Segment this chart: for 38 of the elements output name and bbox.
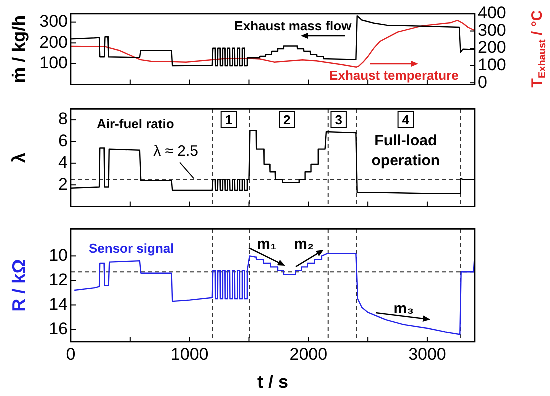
y-tick-label: 16 (49, 319, 68, 338)
x-tick-label: 3000 (408, 344, 446, 364)
x-tick-label: 1000 (170, 344, 209, 364)
y2-tick-label: 200 (478, 38, 506, 58)
y-tick-label: 2 (58, 174, 68, 194)
x-axis-title: t / s (257, 372, 289, 392)
y-tick-label: 10 (49, 246, 68, 265)
series-label: Exhaust mass flow (234, 18, 353, 34)
y-tick-label: 4 (58, 153, 68, 172)
annotation: m₂ (294, 236, 314, 254)
annotation: 2 (284, 112, 291, 128)
series-label: Sensor signal (88, 241, 174, 256)
y2-axis-title: TExhaust / °C (529, 10, 548, 88)
x-tick-label: 2000 (290, 344, 328, 364)
annotation: Full-load operation (372, 132, 440, 170)
annotation: m₁ (257, 236, 277, 254)
y2-tick-label: 100 (478, 55, 506, 74)
legend-label: Exhaust temperature (330, 68, 459, 83)
y-tick-label: 200 (40, 32, 68, 52)
y-tick-label: 6 (58, 131, 68, 150)
y-axis-title: λ (8, 152, 29, 164)
y-tick-label: 8 (58, 110, 68, 129)
y-axis-title: R / kΩ (8, 259, 29, 312)
annotation: m₃ (394, 300, 414, 318)
y-tick-label: 100 (40, 54, 68, 73)
annotation: 4 (402, 112, 410, 128)
y2-tick-label: 400 (478, 4, 506, 23)
y-tick-label: 300 (40, 12, 68, 32)
y2-tick-label: 300 (478, 20, 506, 40)
series-label: Air-fuel ratio (97, 116, 174, 132)
annotation: 3 (335, 112, 342, 128)
annotation: 1 (225, 112, 233, 128)
y-tick-label: 12 (49, 270, 68, 290)
x-tick-label: 0 (66, 344, 76, 364)
y-axis-title: ṁ / kg/h (8, 15, 29, 84)
y2-tick-label: 0 (478, 72, 488, 92)
y-tick-label: 14 (49, 294, 68, 314)
ref-line-label: λ ≈ 2.5 (154, 142, 198, 160)
